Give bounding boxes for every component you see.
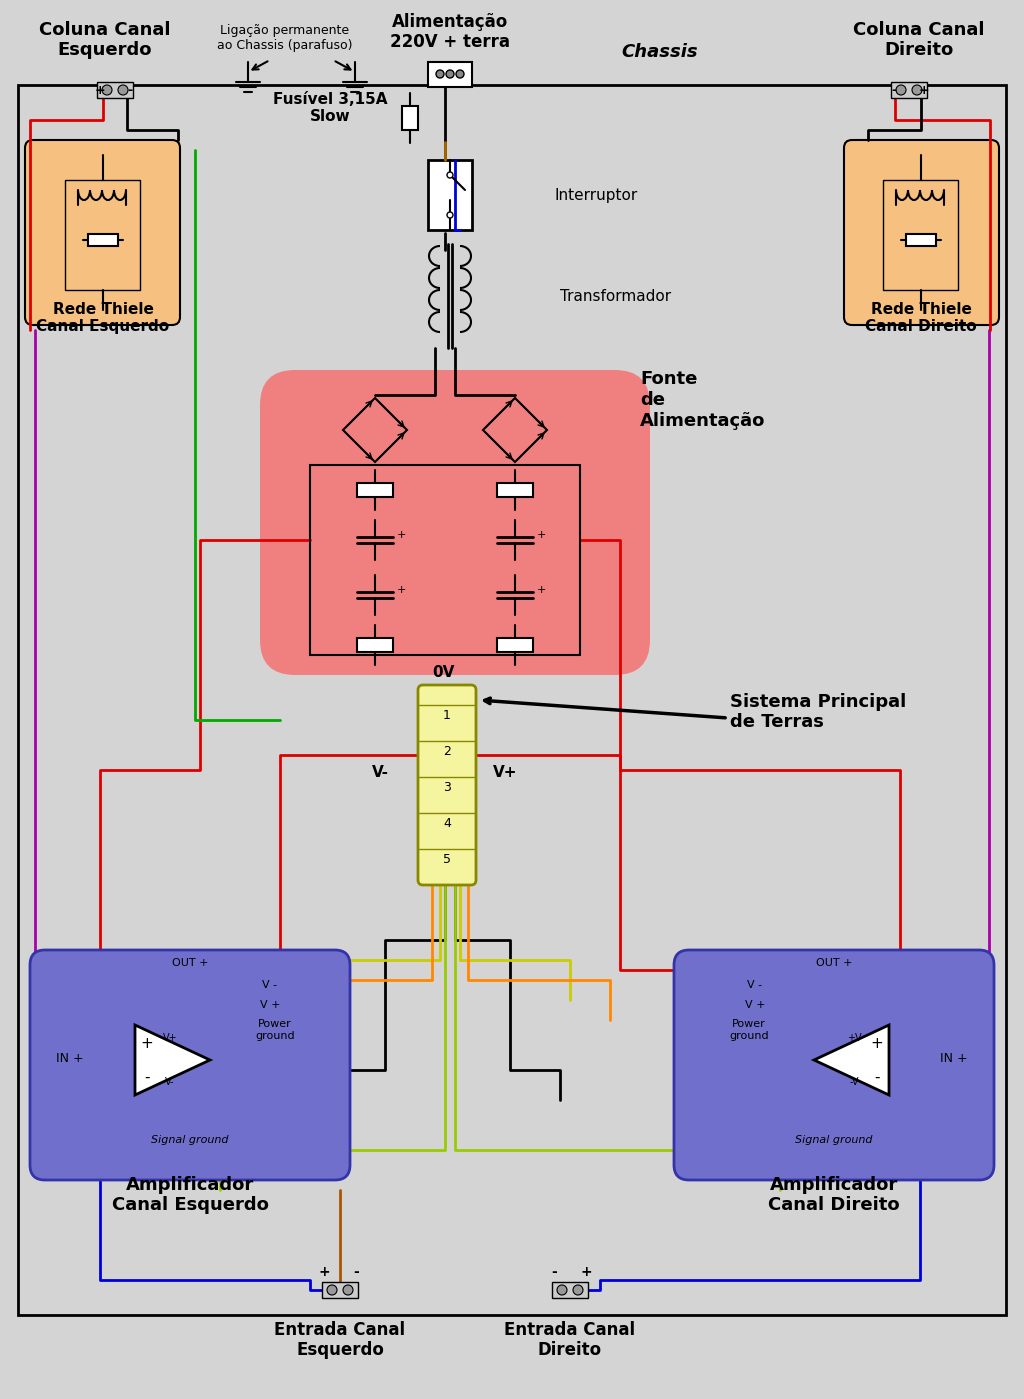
- Bar: [18, 85, 1006, 1315]
- Text: +: +: [94, 84, 105, 97]
- Text: Fonte
de
Alimentação: Fonte de Alimentação: [640, 371, 765, 429]
- Text: IN +: IN +: [940, 1052, 968, 1065]
- Text: OUT +: OUT +: [172, 958, 208, 968]
- Text: Ligação permanente
ao Chassis (parafuso): Ligação permanente ao Chassis (parafuso): [217, 24, 352, 52]
- Circle shape: [102, 85, 112, 95]
- FancyBboxPatch shape: [844, 140, 999, 325]
- Text: Entrada Canal
Direito: Entrada Canal Direito: [505, 1321, 636, 1360]
- Text: 1: 1: [443, 708, 451, 722]
- Text: -: -: [551, 1265, 557, 1279]
- Text: V +: V +: [260, 1000, 281, 1010]
- Polygon shape: [814, 1025, 889, 1095]
- Text: Alimentação
220V + terra: Alimentação 220V + terra: [390, 13, 510, 52]
- Circle shape: [456, 70, 464, 78]
- Text: -: -: [892, 84, 897, 97]
- Text: V +: V +: [744, 1000, 765, 1010]
- Bar: [497, 638, 534, 652]
- Circle shape: [573, 1286, 583, 1295]
- Text: -: -: [127, 84, 132, 97]
- Text: 3: 3: [443, 781, 451, 793]
- Text: +: +: [870, 1035, 884, 1051]
- Text: -: -: [144, 1069, 150, 1084]
- FancyBboxPatch shape: [674, 950, 994, 1179]
- Text: +: +: [537, 585, 547, 595]
- Text: Sistema Principal
de Terras: Sistema Principal de Terras: [730, 693, 906, 732]
- Bar: [906, 234, 936, 246]
- Polygon shape: [135, 1025, 210, 1095]
- Text: V+: V+: [163, 1032, 177, 1044]
- Text: IN +: IN +: [56, 1052, 84, 1065]
- Bar: [322, 1281, 358, 1298]
- FancyBboxPatch shape: [25, 140, 180, 325]
- Bar: [552, 1281, 588, 1298]
- Text: Signal ground: Signal ground: [796, 1135, 872, 1144]
- Text: 2: 2: [443, 744, 451, 757]
- Circle shape: [557, 1286, 567, 1295]
- Text: -: -: [353, 1265, 358, 1279]
- Bar: [428, 159, 472, 229]
- Text: V -: V -: [748, 981, 763, 990]
- Text: +: +: [140, 1035, 154, 1051]
- Text: 5: 5: [443, 852, 451, 866]
- FancyBboxPatch shape: [260, 369, 650, 674]
- Text: +: +: [581, 1265, 592, 1279]
- Text: Coluna Canal
Direito: Coluna Canal Direito: [853, 21, 985, 59]
- Text: Signal ground: Signal ground: [152, 1135, 228, 1144]
- Text: Chassis: Chassis: [622, 43, 698, 62]
- Circle shape: [327, 1286, 337, 1295]
- Text: -: -: [874, 1069, 880, 1084]
- Text: +: +: [318, 1265, 330, 1279]
- Circle shape: [446, 70, 454, 78]
- Circle shape: [343, 1286, 353, 1295]
- Text: 0V: 0V: [432, 665, 455, 680]
- Text: +V: +V: [847, 1032, 861, 1044]
- Text: Entrada Canal
Esquerdo: Entrada Canal Esquerdo: [274, 1321, 406, 1360]
- Text: V-: V-: [372, 764, 388, 779]
- Text: -V: -V: [849, 1077, 859, 1087]
- Text: V+: V+: [493, 764, 517, 779]
- Bar: [402, 106, 418, 130]
- Text: Rede Thiele
Canal Esquerdo: Rede Thiele Canal Esquerdo: [37, 302, 170, 334]
- Circle shape: [896, 85, 906, 95]
- Bar: [97, 83, 133, 98]
- Text: V -: V -: [262, 981, 278, 990]
- Text: Amplificador
Canal Direito: Amplificador Canal Direito: [768, 1175, 900, 1214]
- Bar: [497, 483, 534, 497]
- Bar: [891, 83, 927, 98]
- Text: Amplificador
Canal Esquerdo: Amplificador Canal Esquerdo: [112, 1175, 268, 1214]
- Text: 4: 4: [443, 817, 451, 830]
- Bar: [88, 234, 118, 246]
- Text: V-: V-: [165, 1077, 175, 1087]
- Text: Fusível 3,15A
Slow: Fusível 3,15A Slow: [272, 92, 387, 125]
- FancyBboxPatch shape: [30, 950, 350, 1179]
- Circle shape: [912, 85, 922, 95]
- Bar: [428, 62, 472, 87]
- Text: +: +: [397, 585, 407, 595]
- Text: Transformador: Transformador: [560, 288, 671, 304]
- Circle shape: [447, 172, 453, 178]
- Text: +: +: [537, 530, 547, 540]
- Bar: [357, 638, 393, 652]
- Text: Power
ground: Power ground: [255, 1020, 295, 1041]
- Text: OUT +: OUT +: [816, 958, 852, 968]
- Circle shape: [436, 70, 444, 78]
- Circle shape: [447, 213, 453, 218]
- Circle shape: [118, 85, 128, 95]
- Text: +: +: [919, 84, 930, 97]
- Text: Power
ground: Power ground: [729, 1020, 769, 1041]
- Bar: [357, 483, 393, 497]
- Text: Interruptor: Interruptor: [555, 187, 638, 203]
- FancyBboxPatch shape: [418, 686, 476, 886]
- Text: Coluna Canal
Esquerdo: Coluna Canal Esquerdo: [39, 21, 171, 59]
- Text: +: +: [397, 530, 407, 540]
- Bar: [883, 180, 958, 290]
- Bar: [65, 180, 140, 290]
- Text: Rede Thiele
Canal Direito: Rede Thiele Canal Direito: [865, 302, 977, 334]
